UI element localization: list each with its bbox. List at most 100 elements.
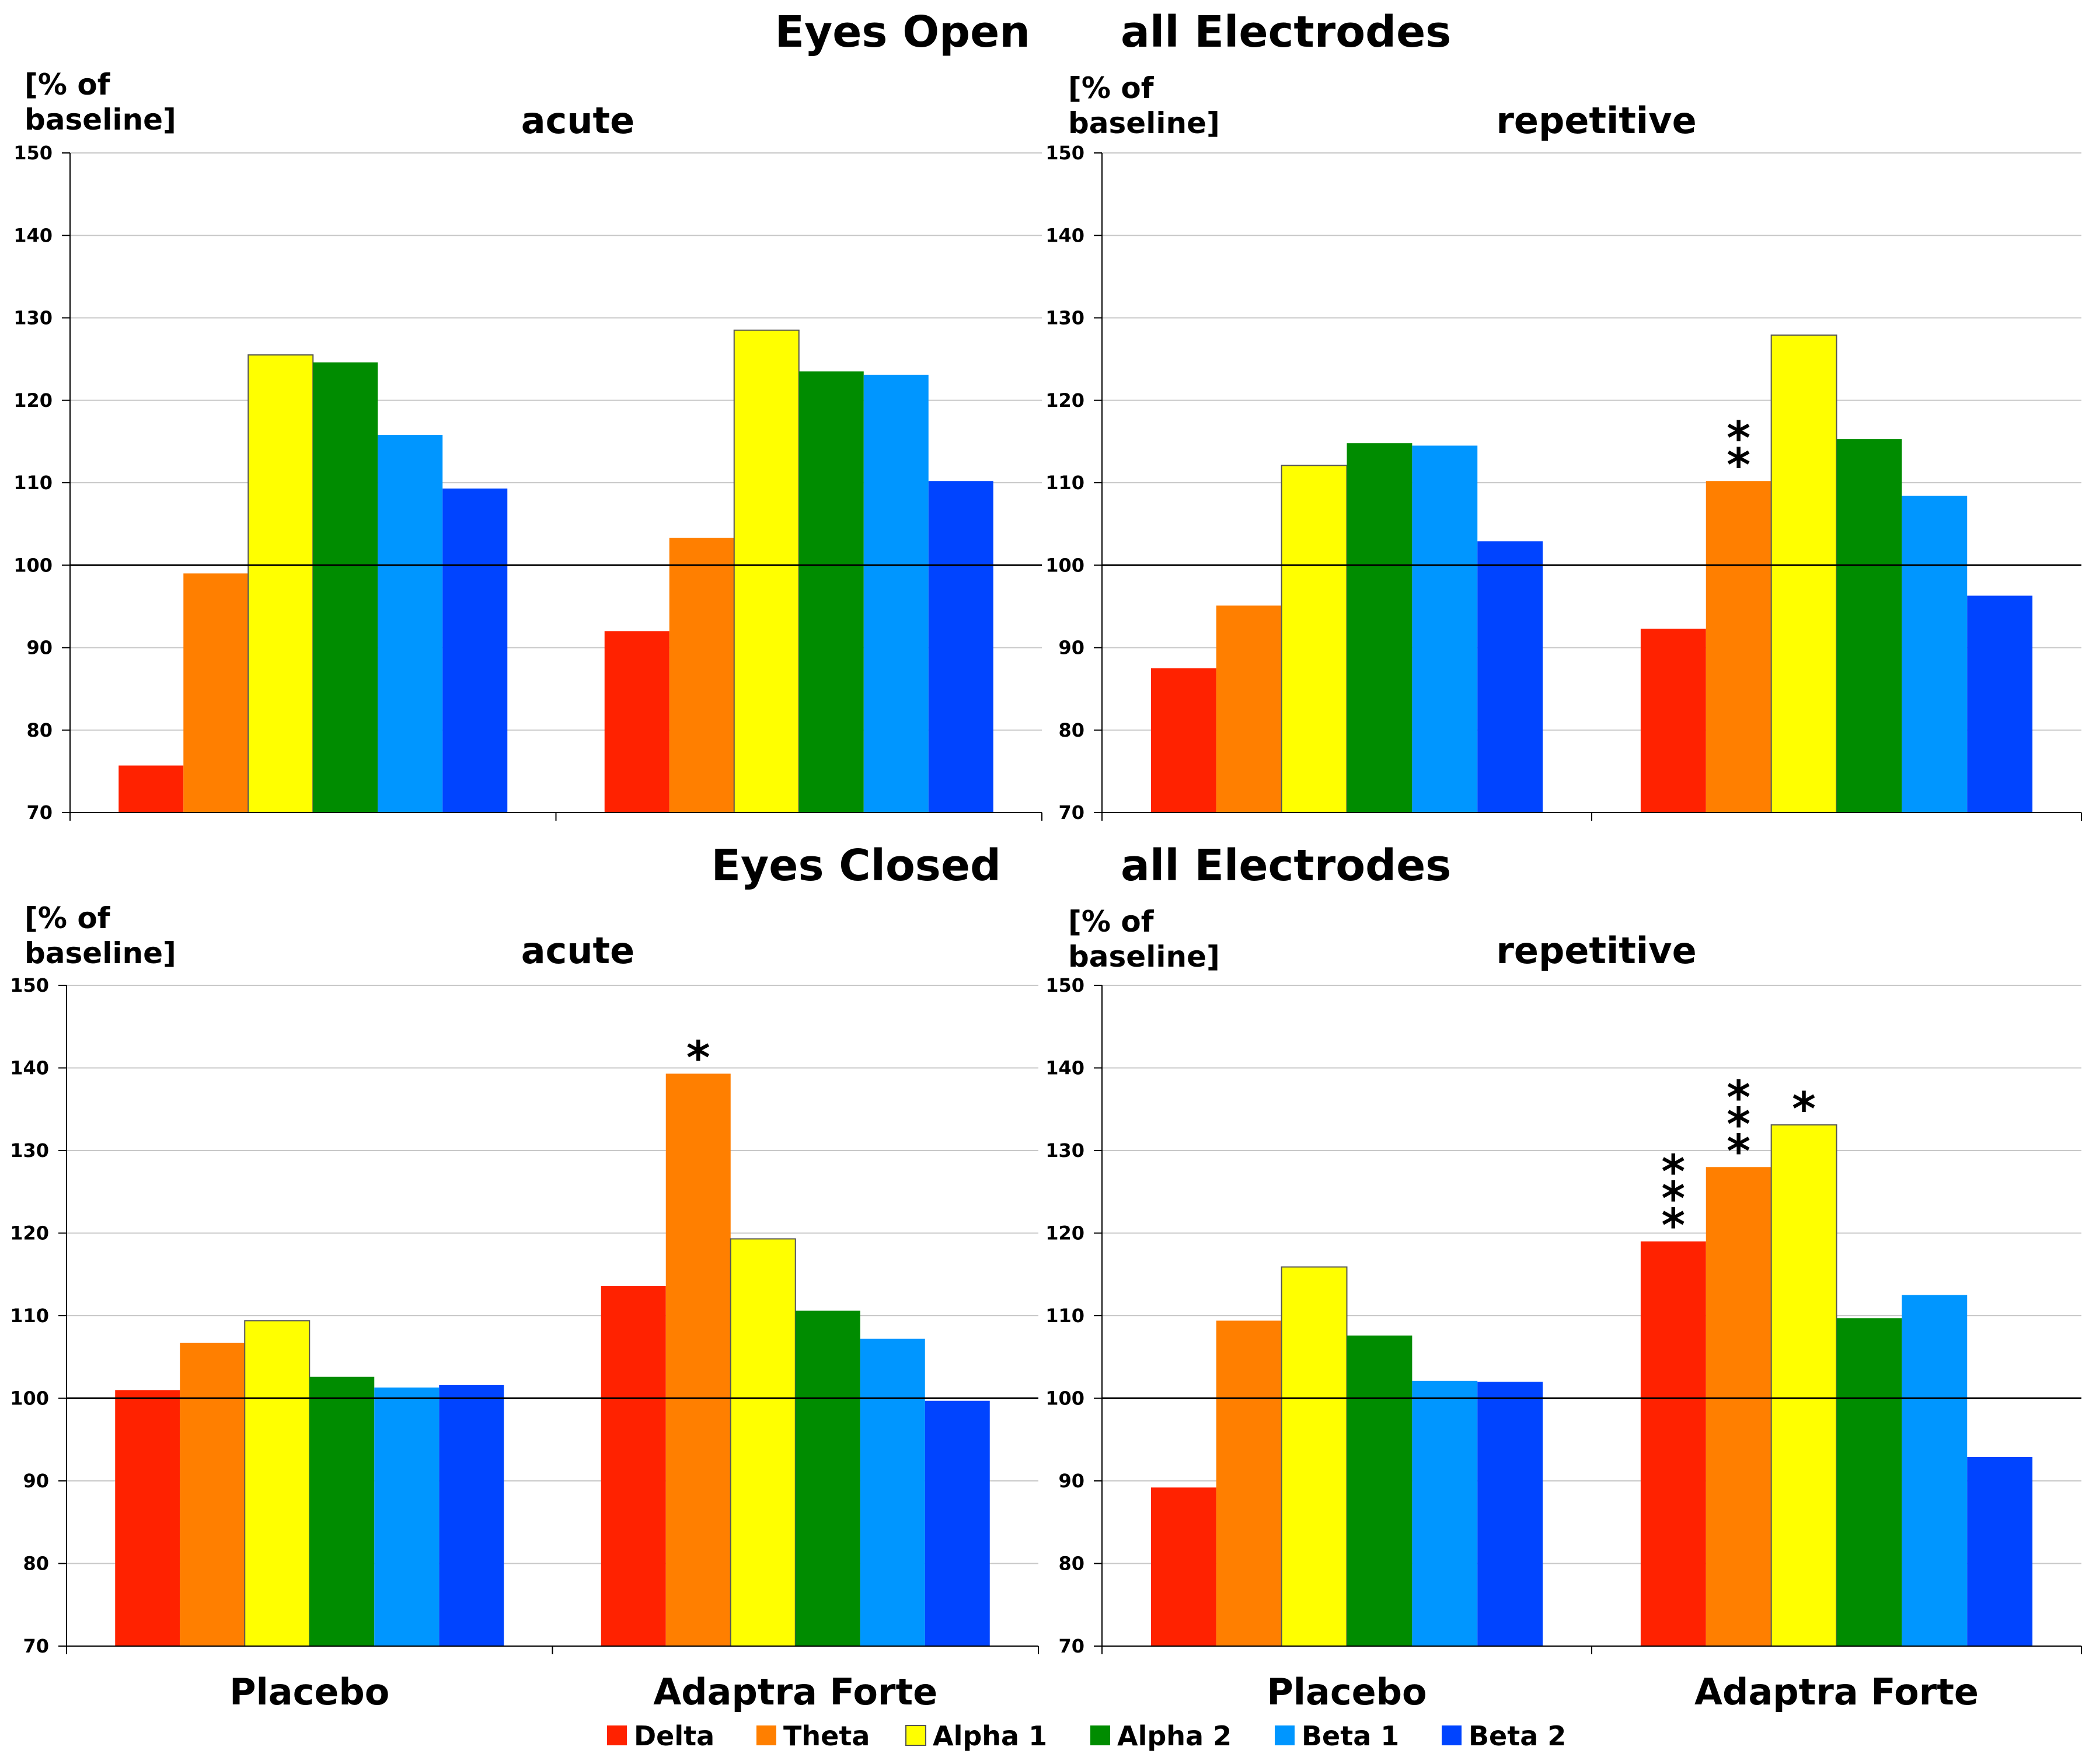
y-tick-label: 130 [1045, 307, 1084, 329]
bar-delta [1150, 668, 1216, 813]
legend-item-alpha-1: Alpha 1 [905, 1720, 1047, 1752]
legend-label: Alpha 2 [1117, 1720, 1232, 1752]
panel-title: acute [521, 929, 634, 972]
y-axis-label: [% of [1068, 905, 1155, 939]
bar-theta [180, 1343, 245, 1646]
bar-theta [1216, 605, 1282, 813]
significance-label: * [686, 1032, 710, 1085]
y-tick-label: 80 [1058, 719, 1084, 741]
y-tick-label: 150 [13, 142, 53, 164]
y-tick-label: 100 [10, 1388, 49, 1410]
bar-beta-2 [928, 481, 993, 813]
bar-beta-2 [1477, 541, 1543, 813]
bar-beta-1 [374, 1388, 440, 1646]
bar-alpha-1 [247, 354, 314, 813]
y-tick-label: 90 [23, 1470, 49, 1492]
category-label: Placebo [229, 1671, 389, 1713]
bar-delta [601, 1286, 666, 1646]
bars [1150, 1124, 2033, 1647]
y-axis-label: baseline] [1068, 940, 1220, 974]
y-tick-label: 70 [1058, 1635, 1084, 1657]
bar-alpha-1 [1770, 1124, 1837, 1647]
y-tick-label: 70 [23, 1635, 49, 1657]
y-tick-label: 130 [1045, 1139, 1084, 1162]
y-axis-label: baseline] [25, 936, 176, 970]
row-title-top-left: Eyes Open [775, 7, 1030, 57]
bar-beta-1 [378, 435, 443, 813]
bar-beta-1 [860, 1338, 925, 1646]
y-tick-label: 140 [1045, 224, 1084, 246]
y-tick-label: 120 [1045, 389, 1084, 412]
legend-swatch [756, 1725, 776, 1745]
y-tick-label: 110 [1045, 472, 1084, 494]
legend-swatch [905, 1725, 926, 1746]
y-tick-label: 150 [10, 974, 49, 996]
bar-beta-2 [442, 488, 508, 813]
legend-item-theta: Theta [756, 1720, 870, 1752]
y-tick-label: 120 [1045, 1222, 1084, 1244]
bar-theta [183, 573, 249, 813]
y-tick-label: 70 [1058, 801, 1084, 824]
bar-delta [118, 765, 184, 813]
bar-beta-1 [1902, 496, 1968, 813]
legend-swatch [607, 1725, 627, 1745]
y-tick-label: 110 [13, 472, 53, 494]
bar-delta [1150, 1487, 1216, 1646]
y-axis-label: [% of [1068, 71, 1155, 105]
legend-label: Beta 1 [1302, 1720, 1399, 1752]
bars [115, 1073, 990, 1647]
legend-item-delta: Delta [607, 1720, 714, 1752]
y-tick-label: 150 [1045, 974, 1084, 996]
y-tick-label: 100 [13, 554, 53, 576]
legend-swatch [1442, 1725, 1462, 1745]
significance-label: * [1792, 1083, 1816, 1136]
legend-item-beta-1: Beta 1 [1275, 1720, 1399, 1752]
y-axis-label: [% of [25, 901, 111, 935]
legend-label: Alpha 1 [933, 1720, 1047, 1752]
y-tick-label: 140 [1045, 1057, 1084, 1079]
bar-delta [1640, 1241, 1706, 1646]
legend-item-alpha-2: Alpha 2 [1090, 1720, 1232, 1752]
y-tick-label: 90 [26, 637, 53, 659]
y-tick-label: 130 [10, 1139, 49, 1162]
bars [1150, 334, 2033, 813]
y-axis-label: baseline] [25, 103, 176, 137]
bar-alpha-2 [1836, 439, 1902, 813]
bar-beta-2 [1477, 1382, 1543, 1646]
y-tick-label: 130 [13, 307, 53, 329]
bar-beta-1 [863, 374, 929, 813]
legend-label: Theta [783, 1720, 870, 1752]
y-tick-label: 90 [1058, 1470, 1084, 1492]
row-title-top-right: all Electrodes [1121, 7, 1451, 57]
significance-label: * * * [1727, 1072, 1750, 1178]
bar-alpha-2 [313, 362, 378, 813]
y-tick-label: 80 [26, 719, 53, 741]
bar-alpha-1 [730, 1238, 796, 1647]
bar-beta-1 [1902, 1295, 1968, 1646]
legend-label: Delta [634, 1720, 714, 1752]
bar-alpha-2 [795, 1310, 860, 1646]
y-tick-label: 140 [13, 224, 53, 246]
panel-title: repetitive [1496, 929, 1696, 972]
y-axis-label: baseline] [1068, 106, 1220, 140]
bar-alpha-2 [798, 371, 864, 813]
significance-label: * * [1727, 413, 1750, 492]
y-tick-label: 110 [10, 1305, 49, 1327]
bar-alpha-1 [733, 329, 800, 813]
row-title-bottom-left: Eyes Closed [711, 841, 1001, 891]
panel-title: repetitive [1496, 99, 1696, 142]
bar-beta-2 [439, 1385, 504, 1646]
bar-theta [665, 1073, 731, 1646]
bar-alpha-1 [244, 1320, 311, 1647]
bar-beta-1 [1412, 1380, 1478, 1646]
bar-theta [669, 538, 734, 813]
bar-alpha-2 [309, 1376, 375, 1646]
panel-title: acute [521, 99, 634, 142]
row-title-bottom-right: all Electrodes [1121, 841, 1451, 891]
